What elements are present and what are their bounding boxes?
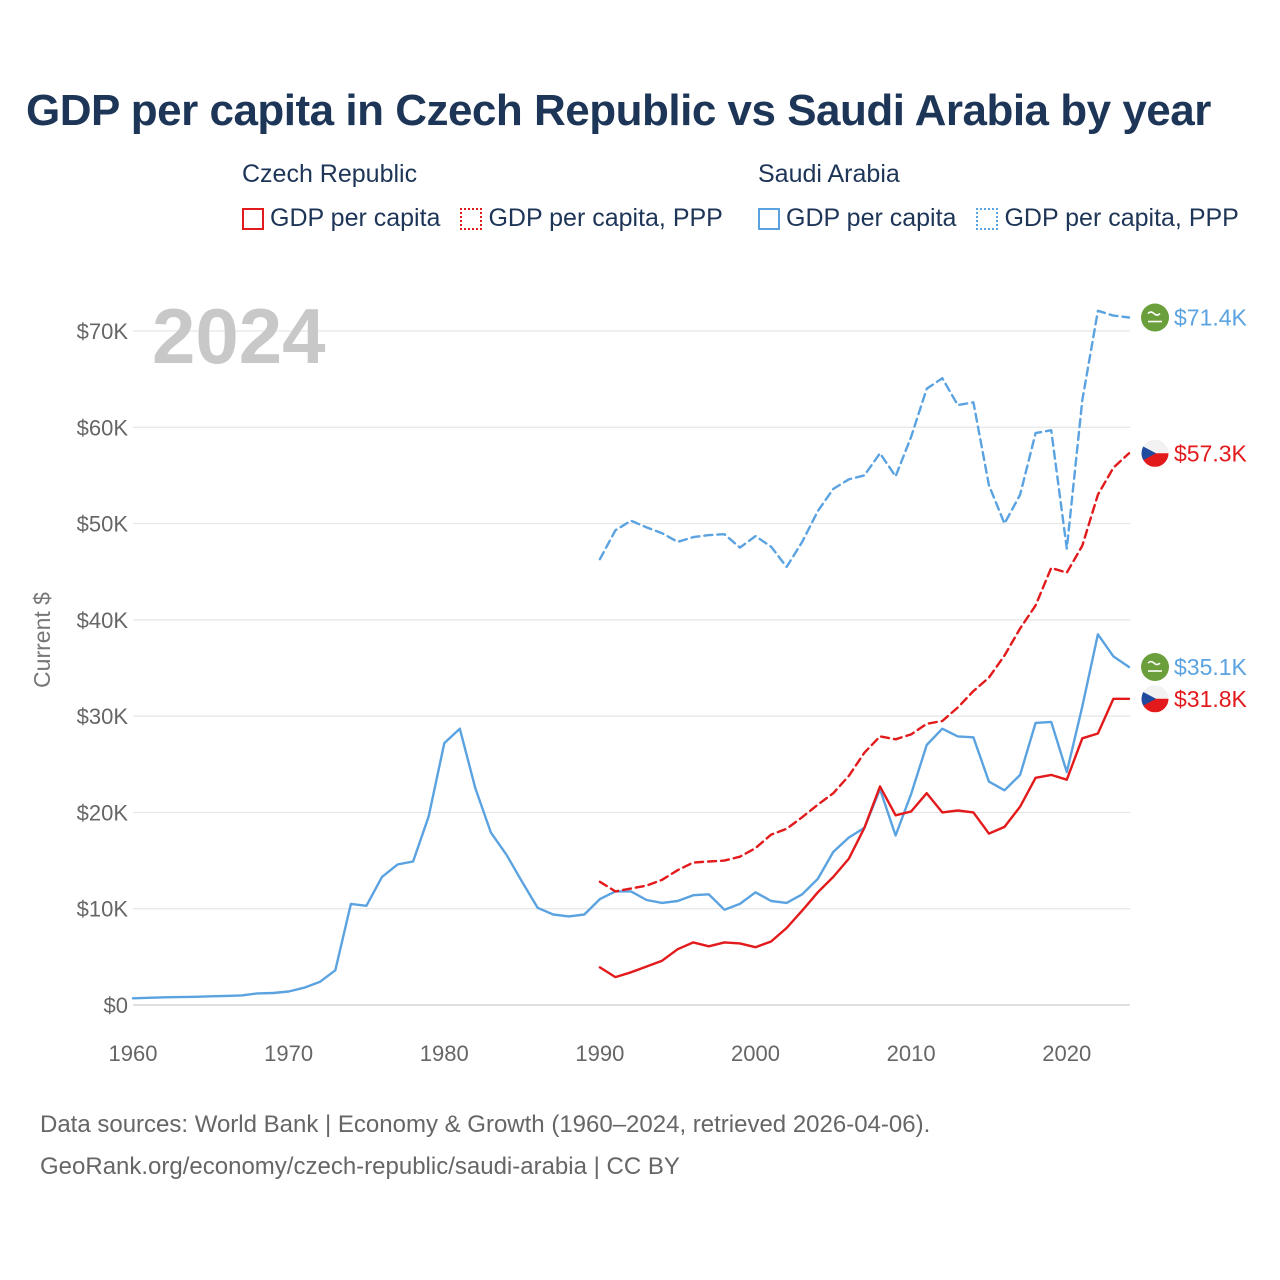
end-value-label: $31.8K: [1174, 686, 1248, 712]
end-value-label: $71.4K: [1174, 305, 1248, 331]
legend-group-title: Saudi Arabia: [758, 160, 900, 188]
y-tick-label: $70K: [77, 319, 129, 344]
czech-republic-flag-icon: [1140, 684, 1170, 714]
series-layer: [131, 309, 1131, 1000]
legend-item-czech-gdp-ppp[interactable]: GDP per capita, PPP: [460, 204, 723, 233]
legend-swatch-dotted-blue: [976, 207, 999, 230]
legend-item-saudi-gdp[interactable]: GDP per capita: [758, 204, 956, 233]
x-tick-label: 1990: [575, 1041, 624, 1066]
end-value-label: $35.1K: [1174, 654, 1248, 680]
y-tick-label: $20K: [77, 800, 129, 825]
x-axis: 1960 1970 1980 1990 2000 2010 2020: [109, 1041, 1092, 1066]
x-tick-label: 1980: [420, 1041, 469, 1066]
data-sources: Data sources: World Bank | Economy & Gro…: [40, 1104, 930, 1188]
legend-item-saudi-gdp-ppp[interactable]: GDP per capita, PPP: [976, 204, 1239, 233]
x-tick-label: 1970: [264, 1041, 313, 1066]
series-line-1[interactable]: [598, 309, 1131, 569]
legend-group-saudi-arabia: Saudi Arabia GDP per capita GDP per capi…: [758, 160, 1239, 233]
sources-line-2[interactable]: GeoRank.org/economy/czech-republic/saudi…: [40, 1153, 680, 1180]
legend-group-czech-republic: Czech Republic GDP per capita GDP per ca…: [242, 160, 723, 233]
legend-swatch-solid-blue: [758, 207, 780, 230]
y-tick-label: $50K: [77, 512, 129, 537]
saudi-arabia-flag-icon: [1141, 303, 1169, 332]
series-line-2[interactable]: [598, 697, 1131, 979]
legend-group-title: Czech Republic: [242, 160, 418, 188]
year-overlay: 2024: [152, 292, 326, 380]
x-tick-label: 2020: [1042, 1041, 1091, 1066]
legend-label: GDP per capita, PPP: [488, 204, 723, 232]
saudi-arabia-flag-icon: [1141, 653, 1169, 682]
y-tick-label: $40K: [77, 608, 129, 633]
end-value-label: $57.3K: [1174, 440, 1248, 466]
legend-item-czech-gdp[interactable]: GDP per capita: [242, 204, 440, 233]
y-tick-label: $10K: [77, 897, 129, 922]
end-label-group: $71.4K: [1141, 303, 1248, 332]
y-axis: $0 $10K $20K $30K $40K $50K $60K $70K: [77, 319, 129, 1018]
legend-swatch-dotted-red: [460, 207, 483, 230]
y-tick-label: $30K: [77, 704, 129, 729]
chart-title: GDP per capita in Czech Republic vs Saud…: [26, 86, 1211, 135]
end-label-layer: $35.1K $71.4K $31.8K $57.3K: [1140, 303, 1248, 714]
legend-label: GDP per capita: [786, 204, 957, 232]
end-label-group: $35.1K: [1141, 653, 1248, 682]
grid-layer: [133, 330, 1130, 1006]
x-tick-label: 2000: [731, 1041, 780, 1066]
legend-label: GDP per capita, PPP: [1004, 204, 1239, 232]
x-tick-label: 1960: [109, 1041, 158, 1066]
x-tick-label: 2010: [887, 1041, 936, 1066]
y-axis-title: Current $: [29, 592, 55, 688]
series-line-3[interactable]: [598, 452, 1131, 893]
end-label-group: $57.3K: [1140, 438, 1248, 468]
sources-line-1: Data sources: World Bank | Economy & Gro…: [40, 1111, 931, 1138]
y-tick-label: $0: [104, 993, 128, 1018]
legend-label: GDP per capita: [270, 204, 441, 232]
legend-swatch-solid-red: [242, 207, 264, 230]
czech-republic-flag-icon: [1140, 438, 1170, 468]
end-label-group: $31.8K: [1140, 684, 1248, 714]
y-tick-label: $60K: [77, 415, 129, 440]
series-line-0[interactable]: [131, 633, 1131, 1000]
